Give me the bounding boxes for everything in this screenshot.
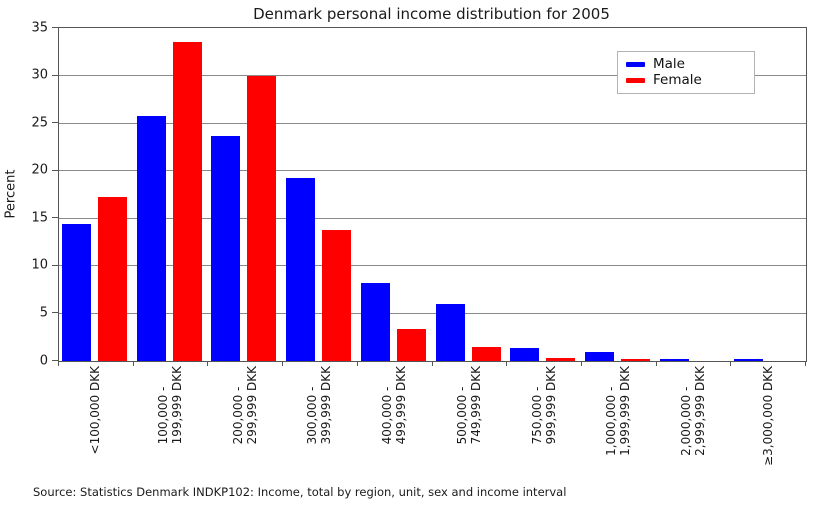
- x-category-label-5: 500,000 - 749,999 DKK: [454, 366, 483, 445]
- y-tick-label-0: 0: [39, 353, 48, 368]
- x-boundary-tick-4: [357, 361, 358, 366]
- y-tick-5: [52, 312, 58, 314]
- x-category-label-6: 750,000 - 999,999 DKK: [529, 366, 558, 445]
- bar-male-8: [659, 358, 689, 361]
- bar-female-1: [172, 42, 202, 361]
- x-boundary-tick-3: [282, 361, 283, 366]
- gridline-10: [59, 265, 806, 267]
- legend-label-male: Male: [653, 56, 685, 72]
- bar-female-3: [322, 229, 352, 361]
- legend-item-female: Female: [626, 72, 746, 88]
- x-boundary-tick-5: [432, 361, 433, 366]
- y-tick-25: [52, 122, 58, 124]
- y-tick-label-10: 10: [31, 257, 48, 273]
- y-tick-0: [52, 360, 58, 361]
- y-tick-label-35: 35: [31, 20, 48, 35]
- male-swatch: [626, 61, 645, 67]
- x-boundary-tick-1: [133, 361, 134, 366]
- x-boundary-tick-7: [581, 361, 582, 366]
- y-tick-label-30: 30: [31, 67, 48, 83]
- bar-male-4: [360, 282, 390, 361]
- gridline-15: [59, 217, 806, 219]
- bar-female-5: [471, 346, 501, 361]
- x-category-label-3: 300,000 - 399,999 DKK: [305, 366, 334, 445]
- x-category-label-2: 200,000 - 299,999 DKK: [230, 366, 259, 445]
- gridline-20: [59, 170, 806, 172]
- x-category-label-0: <100,000 DKK: [88, 366, 103, 455]
- x-category-label-7: 1,000,000 - 1,999,999 DKK: [604, 366, 633, 456]
- legend: Male Female: [617, 51, 755, 94]
- x-boundary-tick-10: [805, 361, 806, 366]
- bar-male-3: [286, 178, 316, 361]
- bar-male-1: [136, 116, 166, 361]
- legend-item-male: Male: [626, 56, 746, 72]
- bar-female-4: [396, 328, 426, 361]
- x-category-label-8: 2,000,000 - 2,999,999 DKK: [678, 366, 707, 456]
- bar-female-7: [620, 359, 650, 361]
- y-tick-35: [52, 27, 58, 28]
- x-boundary-tick-8: [656, 361, 657, 366]
- y-tick-label-20: 20: [31, 162, 48, 178]
- y-tick-20: [52, 169, 58, 171]
- gridline-30: [59, 75, 806, 77]
- y-tick-10: [52, 264, 58, 266]
- source-note: Source: Statistics Denmark INDKP102: Inc…: [33, 485, 567, 499]
- y-tick-30: [52, 74, 58, 76]
- x-category-label-4: 400,000 - 499,999 DKK: [379, 366, 409, 445]
- bar-male-9: [734, 358, 764, 361]
- x-boundary-tick-6: [506, 361, 507, 366]
- bar-male-5: [435, 303, 465, 361]
- bar-female-2: [247, 75, 277, 361]
- x-category-label-1: 100,000 - 199,999 DKK: [155, 366, 185, 445]
- x-boundary-tick-9: [730, 361, 731, 366]
- legend-label-female: Female: [653, 72, 702, 88]
- bar-female-6: [546, 358, 576, 361]
- x-boundary-tick-2: [207, 361, 208, 366]
- bar-female-0: [98, 197, 127, 361]
- gridline-25: [59, 122, 806, 124]
- bar-male-0: [62, 224, 91, 361]
- bar-male-7: [584, 351, 614, 361]
- chart-title: Denmark personal income distribution for…: [253, 5, 610, 23]
- female-swatch: [626, 77, 645, 83]
- bar-male-6: [510, 347, 540, 361]
- x-boundary-tick-0: [58, 361, 59, 366]
- gridline-5: [59, 312, 806, 314]
- y-tick-label-25: 25: [31, 115, 48, 131]
- x-category-label-9: ≥3,000,000 DKK: [760, 366, 775, 466]
- y-tick-label-15: 15: [31, 210, 48, 226]
- bar-male-2: [211, 135, 241, 361]
- y-tick-label-5: 5: [39, 305, 48, 321]
- y-tick-15: [52, 217, 58, 219]
